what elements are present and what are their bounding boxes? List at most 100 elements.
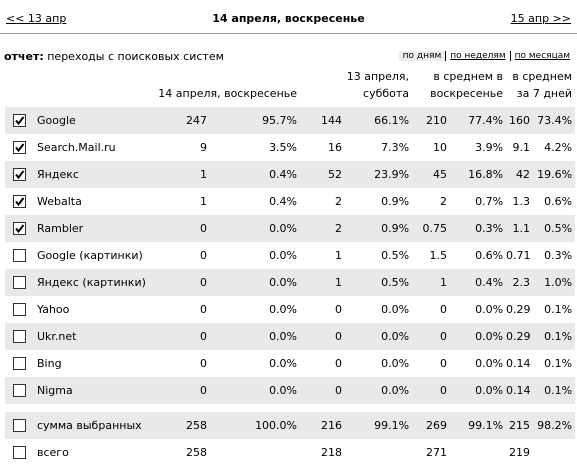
percent-cell: 1.0% bbox=[533, 269, 576, 296]
count-cell: 1 bbox=[200, 195, 207, 208]
engine-name: всего bbox=[37, 446, 69, 459]
data-row: Rambler 0 0.0% 2 0.9% 0.75 0.3% 1.1 0.5% bbox=[5, 215, 576, 242]
view-link[interactable]: по месяцам bbox=[509, 51, 574, 61]
count-cell: 0 bbox=[335, 357, 343, 370]
data-row: Webalta 1 0.4% 2 0.9% 2 0.7% 1.3 0.6% bbox=[5, 188, 575, 215]
engine-name: Ukr.net bbox=[33, 323, 155, 350]
percent-cell: 0.4% bbox=[269, 195, 298, 208]
count-cell: 0.14 bbox=[506, 357, 531, 370]
count-cell: 0 bbox=[412, 323, 451, 350]
count-cell: 0 bbox=[200, 357, 207, 370]
percent-cell: 0.0% bbox=[269, 303, 298, 316]
checkbox-cell bbox=[5, 296, 33, 323]
percent-cell: 0.5% bbox=[533, 215, 576, 242]
percent-cell bbox=[533, 439, 575, 466]
count-cell: 160 bbox=[506, 107, 534, 134]
engine-name: Google (картинки) bbox=[37, 249, 143, 262]
percent-cell: 0.0% bbox=[381, 357, 410, 370]
checkbox[interactable] bbox=[13, 357, 26, 370]
percent-cell bbox=[345, 439, 412, 466]
count-cell: 0.14 bbox=[506, 377, 534, 404]
percent-cell: 0.7% bbox=[475, 195, 504, 208]
view-link[interactable]: по дням bbox=[398, 51, 446, 61]
date-title: 14 апреля, воскресенье bbox=[212, 12, 365, 25]
percent-cell: 0.6% bbox=[544, 195, 573, 208]
checkbox[interactable] bbox=[13, 303, 26, 316]
engine-name: Яндекс bbox=[33, 161, 155, 188]
percent-cell: 0.0% bbox=[210, 269, 301, 296]
count-cell: 0 bbox=[200, 303, 207, 316]
engine-name: Яндекс (картинки) bbox=[33, 269, 155, 296]
count-cell: 215 bbox=[506, 412, 534, 439]
percent-cell: 23.9% bbox=[345, 161, 413, 188]
checkbox[interactable] bbox=[13, 419, 26, 432]
prev-link[interactable]: << 13 апр bbox=[6, 12, 67, 25]
percent-cell: 98.2% bbox=[533, 412, 576, 439]
percent-cell: 77.4% bbox=[450, 107, 507, 134]
count-cell: 1.1 bbox=[506, 215, 534, 242]
checkbox[interactable] bbox=[13, 168, 26, 181]
data-row: Яндекс 1 0.4% 52 23.9% 45 16.8% 42 19.6% bbox=[5, 161, 576, 188]
percent-cell: 0.1% bbox=[533, 323, 576, 350]
count-cell: 144 bbox=[300, 107, 346, 134]
count-cell: 0 bbox=[412, 377, 451, 404]
checkbox[interactable] bbox=[13, 249, 26, 262]
count-cell: 1.3 bbox=[512, 195, 531, 208]
checkbox[interactable] bbox=[13, 222, 26, 235]
count-cell: 45 bbox=[412, 161, 451, 188]
checkbox-cell bbox=[5, 242, 33, 269]
percent-cell: 0.6% bbox=[475, 249, 504, 262]
count-cell: 271 bbox=[426, 446, 448, 459]
percent-cell: 0.9% bbox=[381, 195, 410, 208]
next-link[interactable]: 15 апр >> bbox=[510, 12, 571, 25]
count-cell: 216 bbox=[300, 412, 346, 439]
percent-cell: 66.1% bbox=[345, 107, 413, 134]
view-link[interactable]: по неделям bbox=[445, 51, 510, 61]
check-mark bbox=[15, 170, 25, 180]
count-cell: 0 bbox=[300, 377, 346, 404]
checkbox[interactable] bbox=[13, 384, 26, 397]
percent-cell: 0.0% bbox=[269, 357, 298, 370]
percent-cell: 0.0% bbox=[345, 377, 413, 404]
percent-cell: 19.6% bbox=[533, 161, 576, 188]
engine-name: Nigma bbox=[33, 377, 155, 404]
checkbox[interactable] bbox=[13, 195, 26, 208]
count-cell: 0.29 bbox=[506, 323, 534, 350]
percent-cell: 0.0% bbox=[450, 323, 507, 350]
data-row: Nigma 0 0.0% 0 0.0% 0 0.0% 0.14 0.1% bbox=[5, 377, 576, 404]
count-cell: 0 bbox=[155, 215, 210, 242]
engine-name: Search.Mail.ru bbox=[37, 141, 116, 154]
count-cell: 52 bbox=[300, 161, 346, 188]
checkbox[interactable] bbox=[13, 141, 26, 154]
percent-cell: 0.9% bbox=[345, 215, 413, 242]
percent-cell: 7.3% bbox=[381, 141, 410, 154]
checkbox[interactable] bbox=[13, 330, 26, 343]
percent-cell: 0.0% bbox=[475, 303, 504, 316]
count-cell: 1 bbox=[155, 161, 210, 188]
checkbox-cell bbox=[5, 377, 33, 404]
percent-cell: 0.0% bbox=[210, 215, 301, 242]
check-mark bbox=[15, 116, 25, 126]
engine-name: Rambler bbox=[33, 215, 155, 242]
count-cell: 16 bbox=[328, 141, 343, 154]
count-cell: 0.71 bbox=[506, 249, 531, 262]
column-header: 13 апреля, суббота bbox=[346, 70, 410, 100]
checkbox-cell bbox=[5, 107, 33, 134]
percent-cell: 0.0% bbox=[210, 377, 301, 404]
checkbox[interactable] bbox=[13, 114, 26, 127]
checkbox-cell bbox=[5, 323, 33, 350]
count-cell: 2 bbox=[440, 195, 448, 208]
count-cell: 10 bbox=[433, 141, 448, 154]
count-cell: 2 bbox=[335, 195, 343, 208]
checkbox-cell bbox=[5, 188, 33, 215]
checkbox[interactable] bbox=[13, 276, 26, 289]
count-cell: 0 bbox=[155, 377, 210, 404]
stats-table: 14 апреля, воскресенье 13 апреля, суббота… bbox=[5, 68, 576, 466]
header-blank bbox=[5, 68, 155, 107]
count-cell: 258 bbox=[186, 446, 207, 459]
percent-cell: 0.1% bbox=[544, 357, 573, 370]
checkbox-cell bbox=[5, 161, 33, 188]
checkbox[interactable] bbox=[13, 446, 26, 459]
data-row: Google (картинки) 0 0.0% 1 0.5% 1.5 0.6% 0.71 0.… bbox=[5, 242, 575, 269]
